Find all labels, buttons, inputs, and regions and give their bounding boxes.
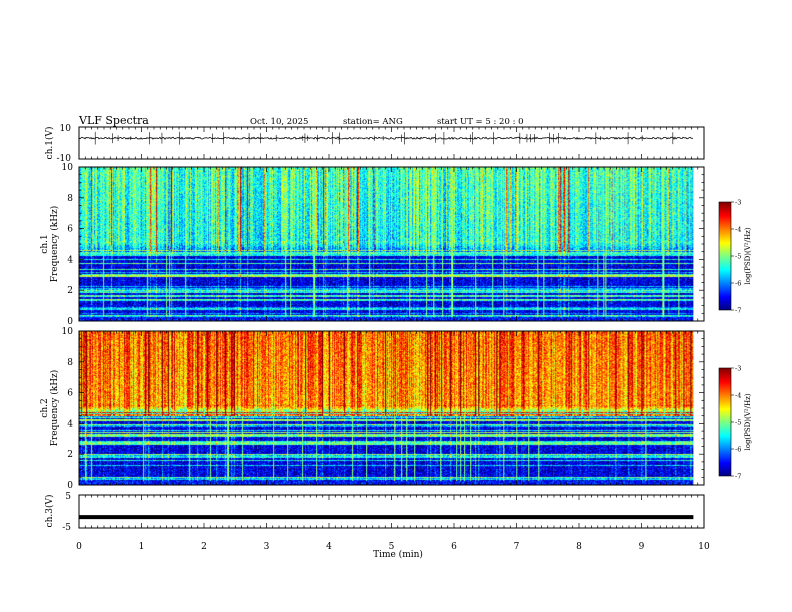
figure-title: VLF Spectra xyxy=(78,114,149,127)
x-axis-tick-labels: 0 1 2 3 4 5 6 7 8 9 10 xyxy=(76,542,710,552)
spectrogram-ytick-label: 6 xyxy=(67,389,73,399)
spectrogram-ytick-label: 2 xyxy=(67,286,73,296)
colorbar-tick-label: -6 xyxy=(735,446,741,454)
ch1-ytick-top: 10 xyxy=(60,124,72,134)
ch3-ytick-top: 5 xyxy=(65,492,71,502)
colorbar-tick-label: -4 xyxy=(735,392,741,400)
ch2-spectrogram-image xyxy=(79,331,694,485)
colorbar-tick-label: -5 xyxy=(735,419,741,427)
x-tick-label: 6 xyxy=(451,542,457,552)
spectrogram-ytick-label: 4 xyxy=(67,419,73,429)
ch3-ylabel: ch.3(V) xyxy=(44,495,55,528)
ch1-spectrogram-panel: 0 2 4 6 8 10 ch.1 Frequency (kHz) xyxy=(40,163,705,327)
spectrogram-ytick-label: 0 xyxy=(67,481,73,491)
ch2-spectrogram-panel: 0 2 4 6 8 10 ch.2 Frequency (kHz) xyxy=(40,327,705,491)
ch1-spectrogram-channel-label: ch.1 xyxy=(40,234,50,253)
colorbar-tick-label: -6 xyxy=(735,280,741,288)
x-tick-label: 7 xyxy=(514,542,520,552)
x-tick-label: 9 xyxy=(639,542,645,552)
ch1-colorbar: -3 -4 -5 -6 -7 log(PSD)(V²/Hz) xyxy=(718,199,752,315)
ch1-spectrogram-ylabel: Frequency (kHz) xyxy=(49,206,60,283)
ch2-spectrogram-channel-label: ch.2 xyxy=(40,398,50,417)
x-tick-label: 0 xyxy=(76,542,82,552)
ch1-spectrogram-image xyxy=(79,167,694,321)
ch1-waveform-spikes xyxy=(94,131,674,145)
colorbar-tick-label: -7 xyxy=(735,307,741,315)
colorbar-tick-label: -5 xyxy=(735,253,741,261)
ch2-colorbar: -3 -4 -5 -6 -7 log(PSD)(V²/Hz) xyxy=(718,365,752,481)
x-axis-label: Time (min) xyxy=(373,549,423,560)
x-tick-label: 3 xyxy=(264,542,270,552)
date-label: Oct. 10, 2025 xyxy=(250,117,308,127)
x-tick-label: 4 xyxy=(326,542,332,552)
ch1-colorbar-ticks: -3 -4 -5 -6 -7 xyxy=(731,199,741,315)
station-label: station= ANG xyxy=(343,117,403,127)
ch2-colorbar-label: log(PSD)(V²/Hz) xyxy=(744,393,752,450)
start-time-label: start UT = 5 : 20 : 0 xyxy=(437,117,524,127)
x-tick-label: 5 xyxy=(389,542,395,552)
x-tick-label: 10 xyxy=(698,542,710,552)
colorbar-tick-label: -3 xyxy=(735,365,741,373)
colorbar-tick-label: -7 xyxy=(735,473,741,481)
spectrogram-ytick-label: 8 xyxy=(67,194,73,204)
colorbar-tick-label: -3 xyxy=(735,199,741,207)
spectrogram-ytick-label: 10 xyxy=(62,163,74,173)
ch1-ylabel: ch.1(V) xyxy=(44,127,55,160)
ch2-colorbar-ticks: -3 -4 -5 -6 -7 xyxy=(731,365,741,481)
x-tick-label: 1 xyxy=(139,542,145,552)
ch2-spectrogram-yticks: 0 2 4 6 8 10 xyxy=(62,327,704,491)
ch1-ytick-bottom: -10 xyxy=(57,154,72,164)
spectrogram-ytick-label: 4 xyxy=(67,255,73,265)
spectrogram-ytick-label: 6 xyxy=(67,225,73,235)
ch1-waveform-panel: 10 -10 ch.1(V) xyxy=(44,124,705,164)
spectrogram-ytick-label: 10 xyxy=(62,327,74,337)
spectrogram-ytick-label: 8 xyxy=(67,358,73,368)
x-tick-label: 8 xyxy=(576,542,582,552)
ch2-spectrogram-ylabel: Frequency (kHz) xyxy=(49,370,60,447)
ch3-ytick-bottom: -5 xyxy=(62,523,71,533)
ch1-spectrogram-yticks: 0 2 4 6 8 10 xyxy=(62,163,704,327)
ch1-waveform-trace xyxy=(78,136,694,140)
spectrogram-ytick-label: 2 xyxy=(67,450,73,460)
ch3-waveform-panel: 5 -5 ch.3(V) xyxy=(44,492,705,533)
ch1-colorbar-label: log(PSD)(V²/Hz) xyxy=(744,227,752,284)
colorbar-tick-label: -4 xyxy=(735,226,741,234)
x-tick-label: 2 xyxy=(201,542,207,552)
spectrogram-ytick-label: 0 xyxy=(67,317,73,327)
x-axis-ticks xyxy=(78,127,705,528)
